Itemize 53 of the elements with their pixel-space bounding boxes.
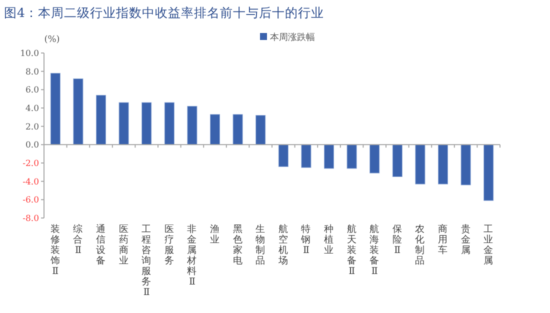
y-tick-label: 0.0 <box>25 140 39 151</box>
x-tick-label: 保险Ⅱ <box>392 224 402 256</box>
y-tick-label: 2.0 <box>25 122 39 132</box>
y-tick-label: -6.0 <box>22 196 39 206</box>
x-tick-label: 综合Ⅱ <box>73 223 84 256</box>
bar <box>438 144 448 184</box>
x-tick-label: 通信设备 <box>96 223 106 266</box>
x-tick-label: 农化制品 <box>415 224 426 266</box>
x-tick-label: 渔业 <box>210 223 220 246</box>
x-tick-label: 航空机场 <box>277 223 288 266</box>
x-tick-label: 特钢Ⅱ <box>300 223 312 256</box>
bar <box>142 102 152 145</box>
y-tick-label: 8.0 <box>25 67 39 78</box>
x-tick-label: 黑色家电 <box>232 224 243 266</box>
bar <box>210 114 220 145</box>
chart-title: 图4：本周二级行业指数中收益率排名前十与后十的行业 <box>4 5 324 20</box>
bar <box>256 115 266 145</box>
bar <box>50 72 60 145</box>
x-tick-label: 医疗服务 <box>164 224 174 266</box>
bar <box>415 144 426 184</box>
bar <box>187 106 198 145</box>
x-tick-label: 航天装备Ⅱ <box>346 223 357 277</box>
bar <box>118 102 129 145</box>
bar <box>96 94 106 145</box>
y-axis-title: (%) <box>44 35 60 45</box>
x-tick-label: 工业金属 <box>484 224 494 266</box>
x-tick-label: 非金属材料Ⅱ <box>186 223 198 288</box>
y-tick-label: 10.0 <box>20 49 39 59</box>
bar <box>324 144 334 169</box>
x-tick-label: 医药商业 <box>118 224 129 266</box>
y-tick-label: 4.0 <box>25 104 39 114</box>
y-tick-label: -8.0 <box>22 214 39 224</box>
bar <box>278 144 288 167</box>
x-tick-label: 商用车 <box>438 223 448 256</box>
bar <box>301 144 312 168</box>
bar <box>73 78 84 145</box>
x-tick-label: 装修装饰Ⅱ <box>49 223 60 277</box>
bar <box>392 144 402 177</box>
bar <box>232 114 243 145</box>
y-tick-label: -2.0 <box>22 159 39 169</box>
y-tick-label: 6.0 <box>25 86 39 96</box>
bar <box>346 144 357 169</box>
bar <box>370 144 380 174</box>
bar <box>460 144 471 186</box>
x-tick-label: 贵金属 <box>460 223 471 256</box>
x-tick-label: 种植业 <box>324 223 334 256</box>
legend-label: 本周涨跌幅 <box>270 32 315 43</box>
x-tick-label: 工程咨询服务Ⅱ <box>142 224 152 298</box>
y-tick-label: -4.0 <box>22 177 39 188</box>
x-tick-label: 航海装备Ⅱ <box>370 223 380 277</box>
bar <box>484 144 494 201</box>
bar <box>164 102 174 145</box>
x-tick-label: 生物制品 <box>256 223 266 266</box>
